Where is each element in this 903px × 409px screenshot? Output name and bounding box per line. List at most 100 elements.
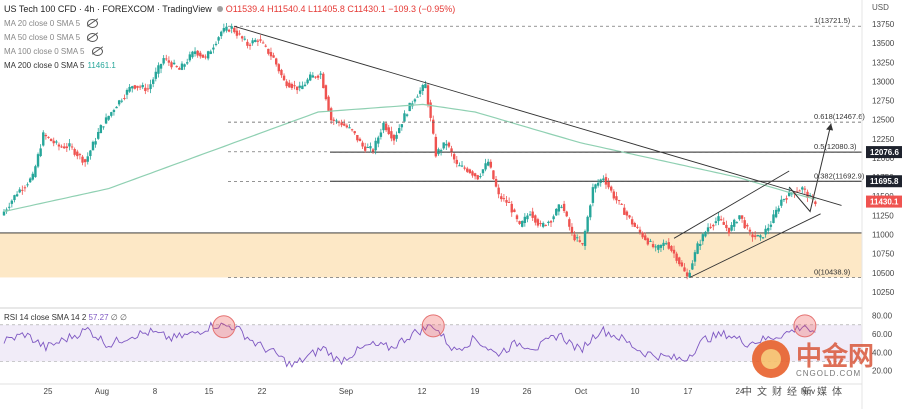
candle-body [544,224,547,226]
market-status-icon [216,6,223,12]
candle-body [120,100,123,102]
candle-body [280,69,283,76]
candle-body [696,243,699,254]
trend-line [234,25,842,206]
candle-body [217,37,220,41]
candle-body [78,154,82,156]
time-tick-label: 10 [631,387,640,396]
candle-body [144,87,147,92]
candle-body [21,189,24,191]
candle-body [62,146,66,149]
time-tick-label: 25 [44,387,53,396]
candle-body [743,220,746,229]
candle-body [343,123,346,126]
candle-body [369,146,372,149]
cngold-logo-icon [752,340,790,378]
candle-body [709,226,712,228]
ma50-legend[interactable]: MA 50 close 0 SMA 5 [4,33,99,42]
candle-body [243,38,246,40]
candle-body [628,215,631,218]
candle-body [761,237,765,239]
candle-body [293,85,296,87]
candle-body [230,26,233,29]
ma200-legend[interactable]: MA 200 close 0 SMA 5 11461.1 [4,61,116,70]
time-tick-label: Aug [95,387,109,396]
candle-body [560,206,563,208]
candle-body [769,224,773,227]
candle-body [141,84,144,88]
candle-body [44,134,48,137]
candle-body [578,240,582,242]
candle-body [667,242,670,249]
watermark-site: CNGOLD.COM [796,369,862,378]
candle-body [547,221,550,224]
candle-body [534,215,537,223]
candle-body [680,262,684,267]
candle-body [180,63,184,70]
candle-body [251,40,254,44]
candle-body [10,200,14,204]
candle-body [424,84,427,89]
candle-body [206,51,210,59]
candle-body [363,146,367,151]
candle-body [421,85,424,91]
hidden-eye-icon[interactable] [87,19,99,28]
candle-body [484,163,487,170]
candle-body [392,134,396,141]
candle-body [178,68,181,70]
candle-body [591,187,595,203]
candle-body [808,195,812,197]
time-tick-label: Sep [339,387,354,396]
candle-body [803,188,807,190]
candle-body [447,142,451,147]
candle-body [390,131,393,139]
candle-body [610,186,613,191]
ma20-legend[interactable]: MA 20 close 0 SMA 5 [4,19,99,28]
candle-body [733,219,736,227]
candle-body [89,150,92,157]
candle-body [738,215,741,220]
candle-body [785,198,788,200]
ma100-legend[interactable]: MA 100 close 0 SMA 5 [4,47,103,56]
candle-body [570,226,574,233]
candle-body [97,131,100,139]
candle-body [549,221,553,223]
price-tick-label: 12500 [872,116,895,125]
candle-body [620,203,623,205]
candle-body [259,39,262,41]
candle-body [515,215,519,220]
fib-label: 0(10438.9) [814,267,851,276]
candle-body [311,75,315,78]
candle-body [706,227,710,232]
price-tick-label: 10750 [872,250,895,259]
candle-body [371,149,375,153]
candle-body [432,119,435,134]
price-tick-label: 11000 [872,230,894,239]
price-label-bg [866,195,902,208]
time-tick-label: 26 [523,387,532,396]
candle-body [70,146,74,148]
candle-body [801,187,804,190]
candle-body [683,267,686,272]
price-label: 12076.6 [870,148,899,157]
hidden-eye-icon[interactable] [87,33,99,42]
candle-body [314,76,317,78]
candle-body [350,129,354,131]
candle-body [384,123,388,131]
candle-body [434,136,438,157]
rsi-tick-label: 40.00 [872,348,893,357]
candle-body [693,252,697,262]
candle-body [298,85,301,88]
candle-body [186,62,189,64]
candle-body [324,85,328,100]
time-tick-label: Nov [801,387,815,396]
candle-body [125,89,129,95]
candle-body [115,106,118,109]
candle-body [76,151,79,157]
candle-body [112,110,116,113]
rsi-highlight-circle [793,314,817,338]
candle-body [201,54,205,58]
chart-header: US Tech 100 CFD · 4h · FOREXCOM · Tradin… [4,4,455,14]
hidden-eye-icon[interactable] [91,47,103,56]
